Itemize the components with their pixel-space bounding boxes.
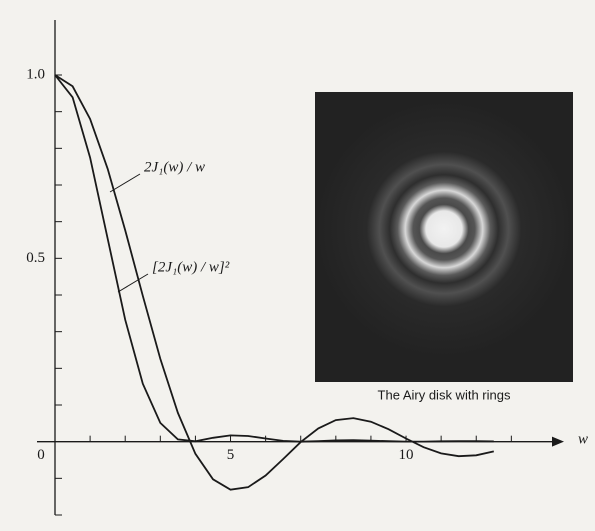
series-label: 2J₁(w) / w — [144, 159, 205, 175]
leader-line — [109, 173, 141, 193]
airy-disk — [315, 100, 573, 358]
x-tick-label: 10 — [399, 447, 414, 463]
leader-line — [117, 273, 149, 293]
curve — [54, 74, 494, 491]
x-tick-label: 5 — [227, 447, 235, 463]
series-label: [2J₁(w) / w]² — [152, 259, 230, 275]
y-tick-label: 1.0 — [26, 66, 45, 82]
curve — [54, 74, 494, 443]
x-axis-label: w — [578, 431, 588, 447]
y-tick-label: 0.5 — [26, 250, 45, 266]
x-tick-label: 0 — [37, 447, 45, 463]
x-axis-arrow — [552, 436, 564, 447]
inset-caption: The Airy disk with rings — [378, 387, 511, 402]
